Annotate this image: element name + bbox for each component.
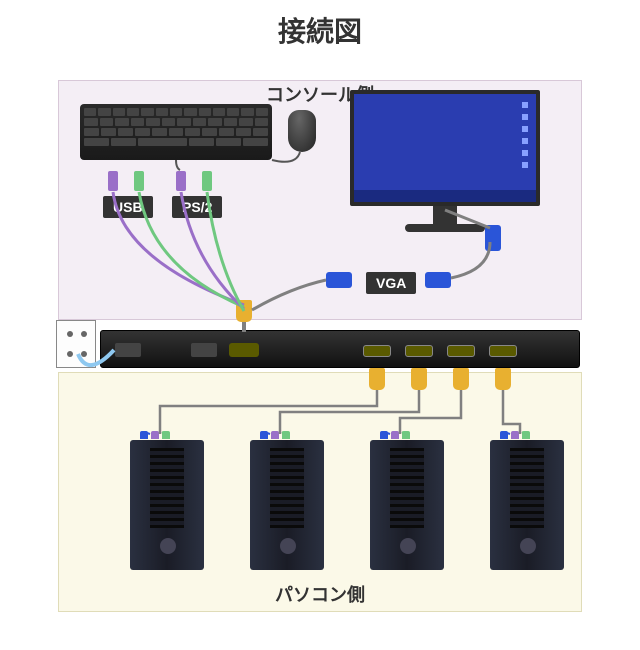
kvm-out-port-4 [489,345,517,357]
power-outlet-icon [56,320,96,368]
usb-badge: USB [103,196,153,218]
pc-tower-2 [250,440,324,570]
ps2-badge: PS/2 [172,196,222,218]
vga-badge: VGA [366,272,416,294]
pc-side-label: パソコン側 [59,581,581,607]
kvm-switch-icon [100,330,580,368]
kvm-out-port-3 [447,345,475,357]
kvm-out-connector-2 [411,368,427,390]
monitor-icon [350,90,540,240]
kvm-out-port-1 [363,345,391,357]
vga-connector-right [425,272,451,288]
diagram-title: 接続図 [0,10,640,50]
ps2-plug-purple [176,171,186,191]
ps2-plug-green [202,171,212,191]
vga-connector-monitor [485,225,501,251]
kvm-out-connector-4 [495,368,511,390]
vga-connector-left [326,272,352,288]
usb-plug-green [134,171,144,191]
pc-tower-1 [130,440,204,570]
pc-tower-3 [370,440,444,570]
kvm-out-port-2 [405,345,433,357]
usb-plug-purple [108,171,118,191]
keyboard-icon [80,104,272,160]
mouse-icon [288,110,316,152]
kvm-out-connector-3 [453,368,469,390]
pc-tower-4 [490,440,564,570]
kvm-out-connector-1 [369,368,385,390]
kvm-vga-in-port [229,343,259,357]
console-cable-connector [236,300,252,322]
